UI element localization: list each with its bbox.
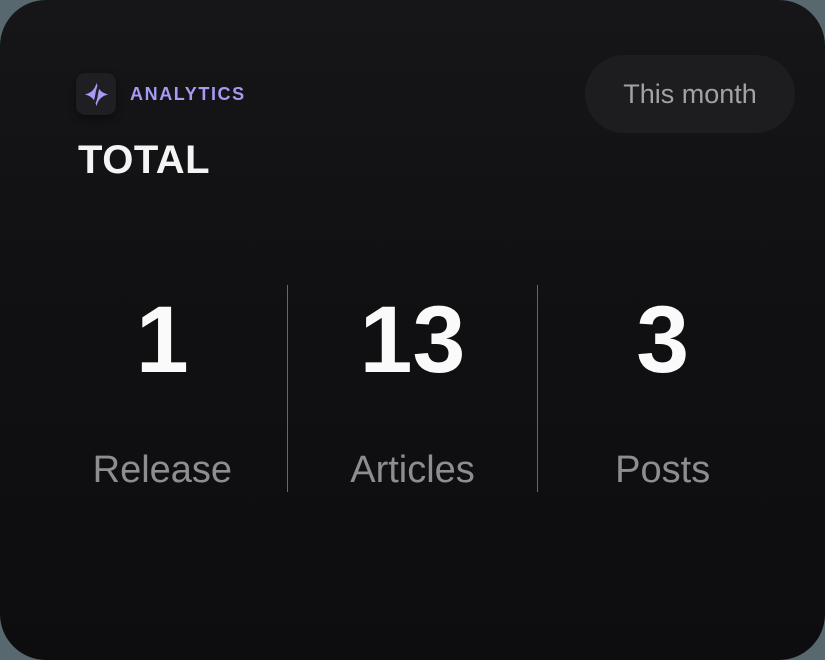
stats-row: 1 Release 13 Articles 3 Posts [38, 285, 787, 492]
stat-value: 13 [359, 287, 466, 393]
stat-posts: 3 Posts [538, 285, 787, 492]
vertical-divider [536, 285, 539, 492]
card-header: ANALYTICS This month [76, 54, 795, 134]
sparkle-icon [76, 73, 116, 115]
stat-label: Articles [350, 449, 475, 492]
stat-release: 1 Release [38, 285, 287, 492]
page-title: TOTAL [78, 138, 211, 182]
stat-value: 3 [636, 287, 690, 393]
brand: ANALYTICS [76, 73, 246, 115]
brand-label: ANALYTICS [130, 83, 246, 104]
stat-value: 1 [135, 287, 189, 393]
stat-articles: 13 Articles [288, 285, 537, 492]
stat-label: Release [92, 449, 233, 492]
vertical-divider [286, 285, 289, 492]
stat-label: Posts [615, 449, 711, 492]
time-range-button[interactable]: This month [585, 55, 795, 133]
